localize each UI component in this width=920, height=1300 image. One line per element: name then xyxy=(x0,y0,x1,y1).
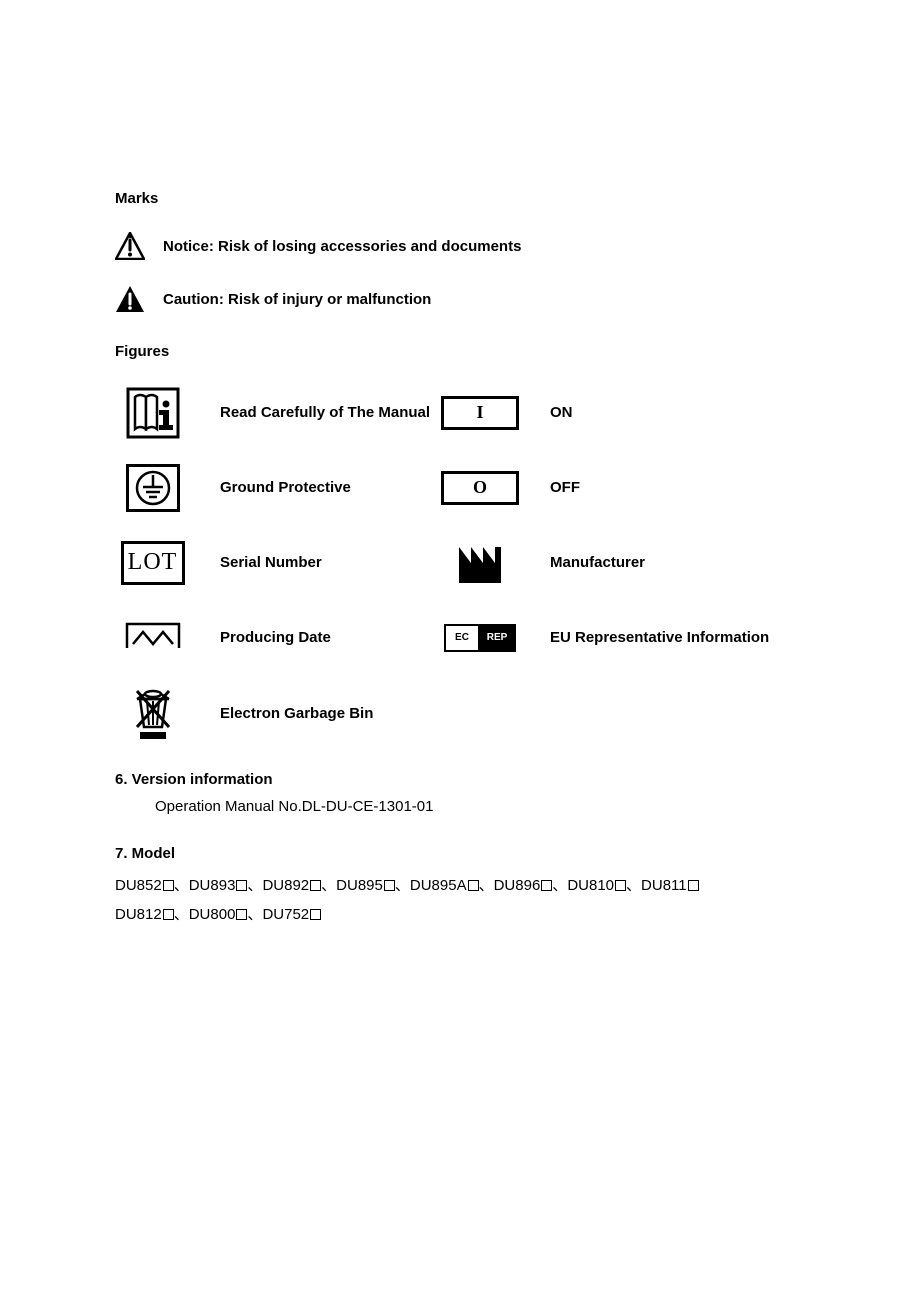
model-heading: 7. Model xyxy=(115,845,805,862)
lot-box: LOT xyxy=(121,541,185,585)
checkbox-icon xyxy=(163,909,174,920)
separator: 、 xyxy=(174,877,189,894)
notice-text: Notice: Risk of losing accessories and d… xyxy=(163,238,521,255)
model-item: DU893 xyxy=(189,877,236,894)
model-item: DU852 xyxy=(115,877,162,894)
caution-warning-triangle-icon xyxy=(115,285,145,313)
model-item: DU895A xyxy=(410,877,467,894)
notice-warning-triangle-icon xyxy=(115,232,145,260)
model-list: DU852、DU893、DU892、DU895、DU895A、DU896、DU8… xyxy=(115,872,805,929)
checkbox-icon xyxy=(541,880,552,891)
off-symbol-icon: O xyxy=(435,471,525,505)
ground-protective-icon xyxy=(115,464,190,512)
model-item: DU810 xyxy=(567,877,614,894)
checkbox-icon xyxy=(163,880,174,891)
figure-left-label: Read Carefully of The Manual xyxy=(190,404,435,421)
separator: 、 xyxy=(321,877,336,894)
marks-heading: Marks xyxy=(115,190,805,207)
figure-right-label: EU Representative Information xyxy=(525,629,769,646)
figure-right-label: Manufacturer xyxy=(525,554,645,571)
figure-left-label: Electron Garbage Bin xyxy=(190,705,435,722)
figures-heading: Figures xyxy=(115,343,805,360)
model-item: DU812 xyxy=(115,906,162,923)
off-symbol-box: O xyxy=(441,471,519,505)
model-item: DU752 xyxy=(262,906,309,923)
rep-label: REP xyxy=(480,626,514,650)
separator: 、 xyxy=(552,877,567,894)
serial-number-icon: LOT xyxy=(115,541,190,585)
model-item: DU895 xyxy=(336,877,383,894)
on-symbol-box: I xyxy=(441,396,519,430)
separator: 、 xyxy=(626,877,641,894)
figure-row: Read Carefully of The Manual I ON xyxy=(115,385,805,440)
checkbox-icon xyxy=(236,909,247,920)
checkbox-icon xyxy=(468,880,479,891)
manufacturer-icon xyxy=(435,541,525,585)
notice-row: Notice: Risk of losing accessories and d… xyxy=(115,232,805,260)
ec-label: EC xyxy=(446,626,480,650)
separator: 、 xyxy=(247,877,262,894)
figure-left-label: Producing Date xyxy=(190,629,435,646)
model-item: DU896 xyxy=(494,877,541,894)
caution-text: Caution: Risk of injury or malfunction xyxy=(163,291,431,308)
producing-date-icon xyxy=(115,618,190,658)
electron-garbage-bin-icon xyxy=(115,685,190,741)
figure-row: Producing Date EC REP EU Representative … xyxy=(115,610,805,665)
checkbox-icon xyxy=(384,880,395,891)
separator: 、 xyxy=(479,877,494,894)
checkbox-icon xyxy=(236,880,247,891)
figure-row: Electron Garbage Bin xyxy=(115,685,805,741)
figures-grid: Read Carefully of The Manual I ON Ground… xyxy=(115,385,805,741)
separator: 、 xyxy=(395,877,410,894)
separator: 、 xyxy=(247,906,262,923)
version-text: Operation Manual No.DL-DU-CE-1301-01 xyxy=(115,798,805,815)
separator: 、 xyxy=(174,906,189,923)
checkbox-icon xyxy=(688,880,699,891)
model-item: DU811 xyxy=(641,877,687,894)
version-heading: 6. Version information xyxy=(115,771,805,788)
model-item: DU800 xyxy=(189,906,236,923)
figure-row: Ground Protective O OFF xyxy=(115,460,805,515)
figure-right-label: OFF xyxy=(525,479,580,496)
caution-row: Caution: Risk of injury or malfunction xyxy=(115,285,805,313)
ec-rep-icon: EC REP xyxy=(435,624,525,652)
checkbox-icon xyxy=(310,880,321,891)
figure-right-label: ON xyxy=(525,404,573,421)
figure-left-label: Ground Protective xyxy=(190,479,435,496)
figure-row: LOT Serial Number Manufacturer xyxy=(115,535,805,590)
checkbox-icon xyxy=(615,880,626,891)
read-manual-icon xyxy=(115,387,190,439)
figure-left-label: Serial Number xyxy=(190,554,435,571)
checkbox-icon xyxy=(310,909,321,920)
on-symbol-icon: I xyxy=(435,396,525,430)
model-item: DU892 xyxy=(262,877,309,894)
